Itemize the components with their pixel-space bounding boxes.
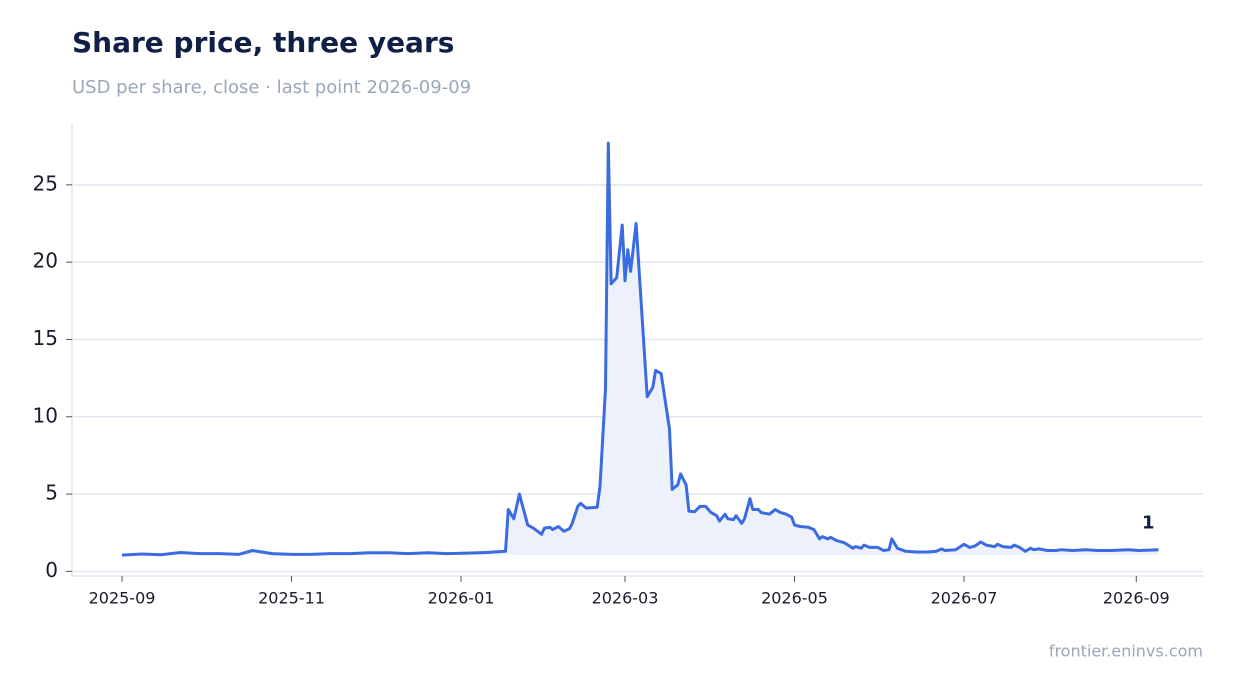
y-tick-label: 25 xyxy=(33,171,58,195)
x-tick-label: 2026-03 xyxy=(592,589,659,608)
chart-subtitle: USD per share, close · last point 2026-0… xyxy=(72,77,471,98)
y-tick-label: 10 xyxy=(33,403,58,427)
x-tick-label: 2026-01 xyxy=(428,589,495,608)
area-fill xyxy=(122,143,1159,556)
y-tick-label: 20 xyxy=(33,249,58,273)
x-tick-label: 2026-07 xyxy=(931,589,998,608)
x-tick-label: 2026-09 xyxy=(1103,589,1170,608)
x-tick-label: 2026-05 xyxy=(761,589,828,608)
price-line xyxy=(121,141,1159,557)
x-tick-label: 2025-09 xyxy=(89,589,156,608)
y-tick-label: 0 xyxy=(45,558,58,582)
y-tick-label: 15 xyxy=(33,326,58,350)
source: frontier.eninvs.com xyxy=(1049,642,1203,661)
y-tick-label: 5 xyxy=(45,481,58,505)
x-tick-label: 2025-11 xyxy=(258,589,325,608)
chart-title: Share price, three years xyxy=(72,26,454,59)
value-label: 1 xyxy=(1142,513,1155,534)
